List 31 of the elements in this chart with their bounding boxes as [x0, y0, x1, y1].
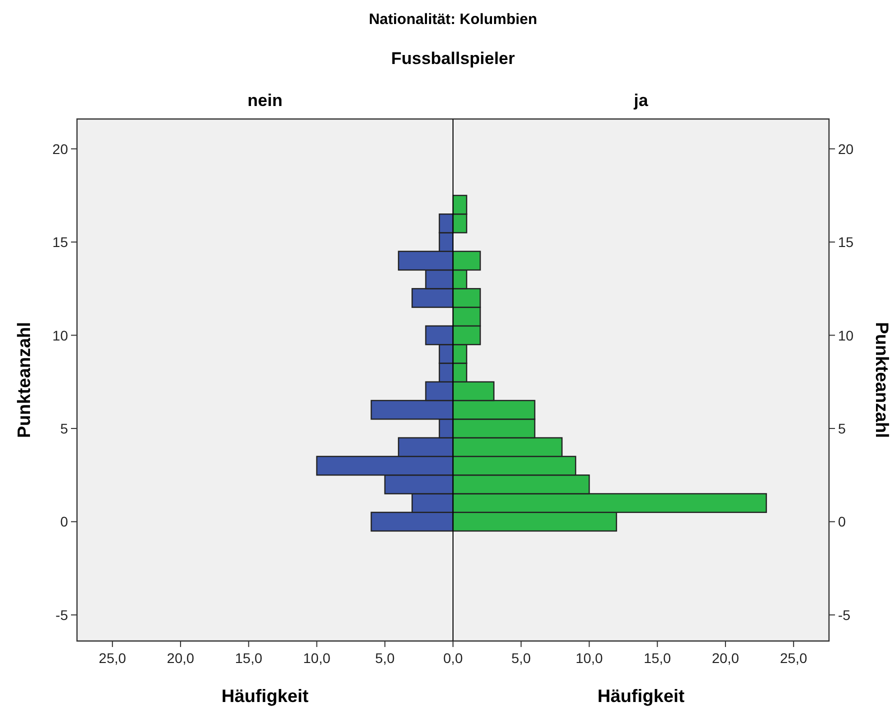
- x-axis-title: Häufigkeit: [597, 686, 685, 706]
- y-tick-label: 0: [838, 514, 846, 530]
- y-tick-label: 0: [60, 514, 68, 530]
- y-tick-label: 20: [52, 140, 68, 157]
- x-tick-label: 25,0: [780, 650, 808, 666]
- x-tick-label: 5,0: [511, 650, 532, 666]
- x-tick-label: 15,0: [235, 650, 262, 666]
- x-tick-label: 20,0: [712, 650, 740, 666]
- y-tick-label: 15: [838, 234, 854, 250]
- x-tick-label: 20,0: [166, 650, 194, 666]
- x-tick-label: 10,0: [576, 650, 604, 666]
- chart-title: Nationalität: Kolumbien: [368, 11, 538, 28]
- y-tick-label: 5: [60, 420, 68, 436]
- y-tick-label: 10: [52, 327, 68, 344]
- x-axis-title: Häufigkeit: [221, 686, 309, 706]
- y-tick-label: -5: [56, 606, 68, 623]
- text: ja: [632, 91, 649, 110]
- y-axis-title: Punkteanzahl: [872, 322, 892, 438]
- chart-subtitle: Fussballspieler: [391, 49, 516, 68]
- x-tick-label: 0,0: [443, 650, 463, 666]
- x-tick-label: 10,0: [303, 650, 331, 666]
- y-tick-label: 5: [838, 420, 846, 436]
- y-tick-label: -5: [838, 606, 851, 623]
- y-tick-label: 15: [52, 234, 68, 250]
- y-tick-label: 20: [838, 140, 854, 157]
- x-tick-label: 25,0: [98, 650, 126, 666]
- text: nein: [248, 91, 282, 110]
- x-tick-label: 15,0: [644, 650, 672, 666]
- x-tick-label: 5,0: [375, 650, 395, 666]
- y-tick-label: 10: [838, 327, 854, 344]
- y-axis-title: Punkteanzahl: [14, 322, 34, 438]
